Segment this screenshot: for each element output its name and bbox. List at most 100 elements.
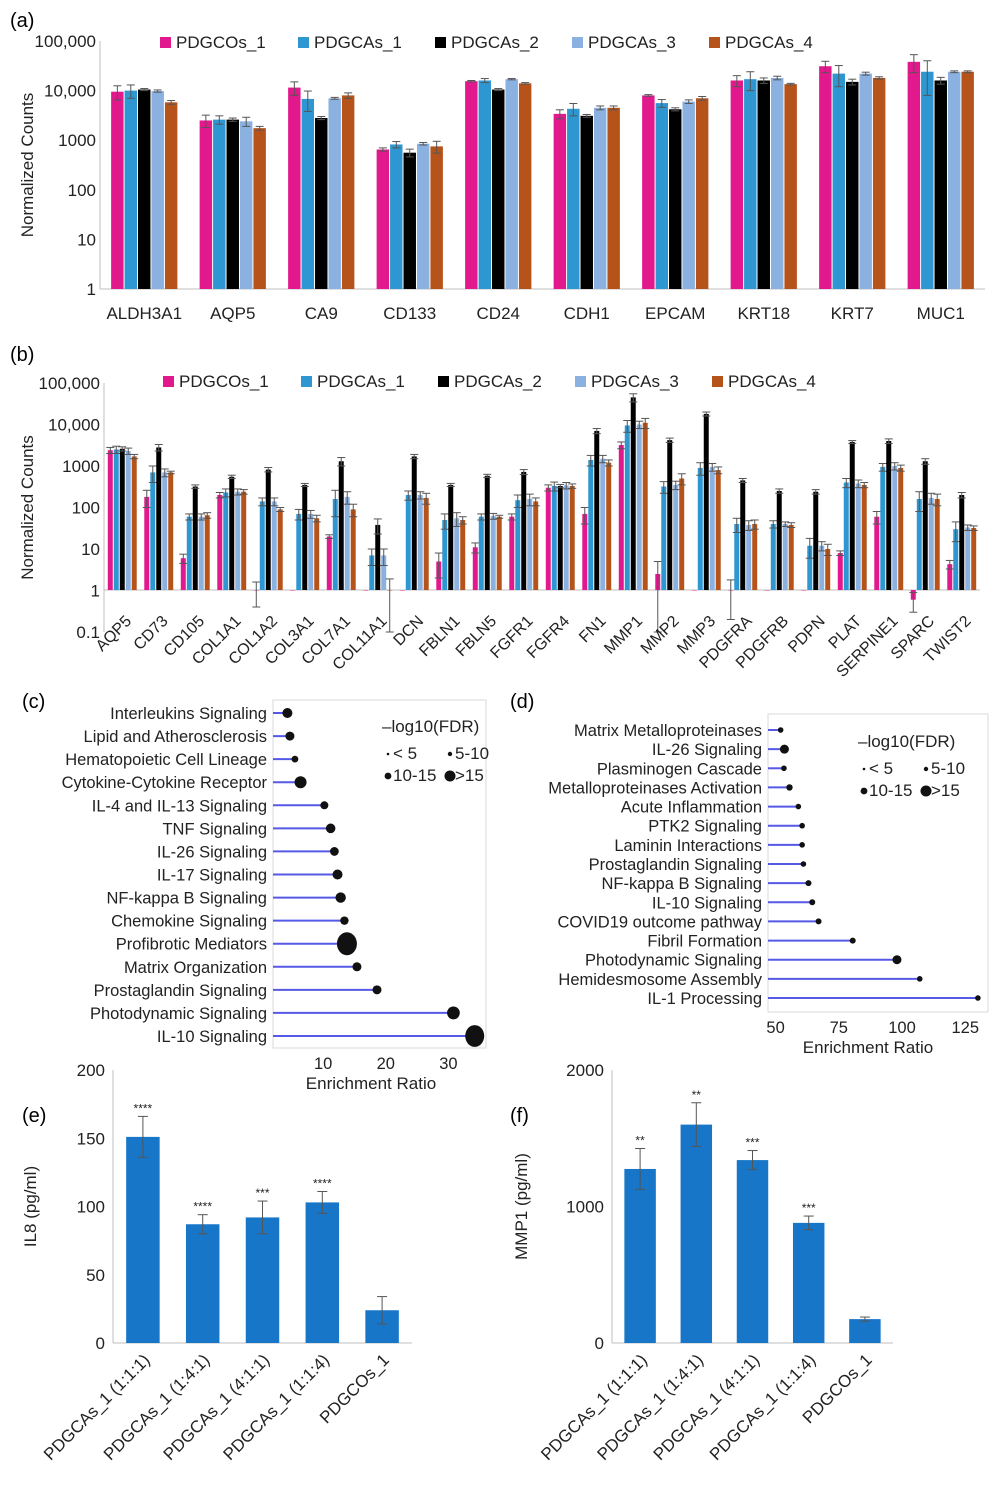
bar [819, 66, 832, 290]
x-tick-label: PDGCAs_1 (1:1:1) [40, 1350, 154, 1464]
bar [849, 1319, 881, 1343]
legend-label: < 5 [869, 759, 893, 778]
bar [872, 77, 886, 290]
panel-label-c: (c) [22, 691, 45, 713]
bar [344, 496, 350, 590]
bar [886, 441, 892, 590]
pathway-label: Fibril Formation [647, 933, 762, 951]
bar [916, 499, 922, 590]
bar [846, 81, 859, 289]
panel-f-chart: 0 1000 2000 MMP1 (pg/ml) ** PDGCAs_1 (1:1:1) *… [512, 1061, 893, 1464]
pathway-label: Hematopoietic Cell Lineage [65, 751, 267, 769]
x-tick-label: EPCAM [645, 304, 705, 323]
bar [350, 509, 356, 590]
bar [465, 81, 478, 289]
bar [492, 89, 505, 289]
legend-swatch [435, 37, 446, 48]
bar [680, 1124, 713, 1343]
x-tick-label: MMP1 [601, 613, 646, 658]
bar [277, 509, 283, 590]
x-tick-label: KRT7 [831, 304, 874, 323]
lollipop-dot [320, 801, 329, 810]
bar [744, 79, 757, 289]
bar [204, 515, 210, 590]
x-axis-title: Enrichment Ratio [803, 1038, 933, 1057]
bar [682, 101, 695, 289]
panel-label-b: (b) [10, 344, 34, 366]
bar [180, 558, 186, 590]
pathway-label: IL-17 Signaling [157, 867, 267, 885]
legend-swatch [301, 376, 312, 387]
y-tick-label: 10 [81, 540, 100, 559]
pathway-label: NF-kappa B Signaling [601, 875, 762, 893]
panel-b-chart: 100,000 10,000 1000 100 10 1 0.1 Normalized Cou… [18, 372, 980, 681]
pathway-label: Plasminogen Cascade [597, 760, 762, 778]
legend-label: PDGCAs_1 [314, 33, 402, 52]
lollipop-dot [800, 861, 807, 867]
significance-label: **** [134, 1101, 153, 1115]
bar [509, 516, 515, 590]
lollipop-dot [294, 776, 307, 789]
panel-label-e: (e) [22, 1105, 46, 1127]
bar [496, 516, 502, 590]
legend-dot [386, 752, 390, 756]
x-tick-label: CA9 [305, 304, 338, 323]
lollipop-dot [340, 916, 349, 925]
bar [138, 89, 151, 289]
bar [198, 516, 204, 590]
lollipop-dot [849, 937, 856, 944]
bar [567, 108, 580, 289]
lollipop-dot [777, 727, 784, 733]
bar [825, 549, 831, 590]
bar [490, 516, 496, 590]
pathway-label: Prostaglandin Signaling [94, 982, 267, 1000]
bar [131, 456, 137, 590]
bar [961, 71, 974, 290]
bar [582, 513, 588, 590]
bar [874, 516, 880, 590]
significance-label: ** [692, 1088, 702, 1102]
bar [478, 80, 492, 289]
legend-label: >15 [931, 781, 960, 800]
pathway-label: Laminin Interactions [614, 837, 762, 855]
bar [553, 113, 567, 289]
x-tick-label: ALDH3A1 [106, 304, 182, 323]
lollipop-dot [336, 932, 357, 956]
bar [533, 501, 539, 590]
significance-label: **** [193, 1200, 212, 1214]
significance-label: *** [255, 1186, 269, 1200]
bar [186, 516, 192, 590]
bar [442, 519, 448, 590]
bar [430, 146, 443, 289]
bar [341, 95, 355, 289]
pathway-label: Lipid and Atherosclerosis [84, 728, 267, 746]
bar [600, 458, 606, 590]
significance-label: *** [802, 1201, 816, 1215]
lollipop-dot [335, 892, 346, 903]
x-tick-label: PDGCAs_1 (4:1:1) [160, 1350, 274, 1464]
legend-title: –log10(FDR) [382, 717, 479, 736]
bar [703, 413, 709, 590]
bar [301, 98, 315, 289]
pathway-label: NF-kappa B Signaling [106, 890, 267, 908]
bar [376, 149, 390, 289]
legend-swatch [712, 376, 723, 387]
bar [328, 98, 341, 289]
y-tick-label: 10,000 [48, 416, 100, 435]
lollipop-dot [285, 731, 295, 741]
y-tick-label: 1 [91, 582, 100, 601]
bar [223, 492, 229, 590]
bar [253, 128, 266, 289]
bar [855, 483, 861, 590]
bar [338, 461, 344, 590]
bar [168, 472, 174, 590]
y-axis-title: IL8 (pg/ml) [21, 1166, 40, 1247]
y-tick-label: 100 [68, 181, 96, 200]
x-tick-label: PDGCAs_1 (1:4:1) [100, 1350, 214, 1464]
x-tick-label: 20 [377, 1055, 395, 1073]
x-tick-label: KRT18 [737, 304, 790, 323]
y-tick-label: 1000 [566, 1198, 604, 1217]
bar [332, 499, 338, 590]
bar [849, 441, 855, 590]
bar [111, 91, 124, 289]
